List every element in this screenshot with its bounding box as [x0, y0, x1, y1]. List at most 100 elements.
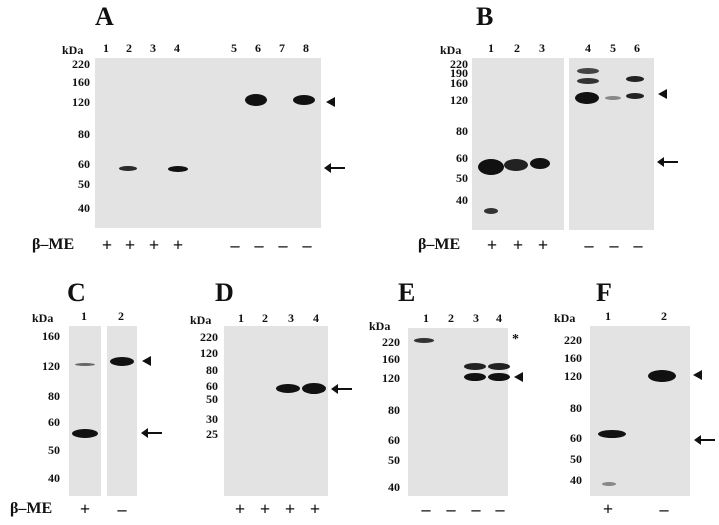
sign-f-1: +	[600, 500, 616, 518]
lane-label-a-3: 3	[146, 42, 160, 54]
kda-label-b: kDa	[440, 44, 461, 56]
band-b-lane3	[530, 158, 550, 169]
asterisk-e: *	[512, 332, 519, 348]
band-e-lane4-upper	[488, 363, 510, 370]
band-e-lane3-upper	[464, 363, 486, 370]
band-e-lane4	[488, 373, 510, 381]
lane-label-e-3: 3	[469, 312, 483, 324]
kda-label-f: kDa	[554, 312, 575, 324]
band-d-lane3	[276, 384, 300, 393]
band-e-lane3	[464, 373, 486, 381]
arrowhead-f	[693, 370, 702, 380]
mw-marker-c-60: 60	[30, 416, 60, 428]
panel-letter-c: C	[67, 280, 86, 306]
lane-label-b-4: 4	[581, 42, 595, 54]
lane-label-a-4: 4	[170, 42, 184, 54]
lane-label-a-5: 5	[227, 42, 241, 54]
band-a-lane2	[119, 166, 137, 171]
sign-a-1: +	[99, 236, 115, 254]
sign-d-4: +	[307, 500, 323, 518]
lane-label-b-6: 6	[630, 42, 644, 54]
sign-a-6: –	[251, 236, 267, 254]
mw-marker-f-40: 40	[552, 474, 582, 486]
sign-b-4: –	[581, 236, 597, 254]
sign-b-5: –	[606, 236, 622, 254]
sign-c-2: –	[114, 500, 130, 518]
blot-b-left	[472, 58, 564, 230]
lane-label-f-2: 2	[657, 310, 671, 322]
blot-f	[590, 326, 690, 496]
lane-label-c-1: 1	[77, 310, 91, 322]
panel-letter-b: B	[476, 4, 493, 30]
panel-letter-a: A	[95, 4, 114, 30]
band-b-lane4-upper2	[577, 78, 599, 84]
kda-label-d: kDa	[190, 314, 211, 326]
sign-d-2: +	[257, 500, 273, 518]
mw-marker-d-30: 30	[188, 413, 218, 425]
lane-label-d-2: 2	[258, 312, 272, 324]
mw-marker-c-50: 50	[30, 444, 60, 456]
band-c-lane2	[110, 357, 134, 366]
mw-marker-a-50: 50	[60, 178, 90, 190]
band-a-lane8	[293, 95, 315, 105]
mw-marker-a-80: 80	[60, 128, 90, 140]
lane-label-b-1: 1	[484, 42, 498, 54]
band-d-lane4	[302, 383, 326, 394]
sign-b-6: –	[630, 236, 646, 254]
lane-label-a-1: 1	[99, 42, 113, 54]
mw-marker-f-220: 220	[552, 334, 582, 346]
mw-marker-d-80: 80	[188, 364, 218, 376]
mw-marker-d-25: 25	[188, 428, 218, 440]
mw-marker-b-120: 120	[438, 94, 468, 106]
sign-e-4: –	[492, 500, 508, 518]
mw-marker-e-80: 80	[370, 404, 400, 416]
lane-label-f-1: 1	[601, 310, 615, 322]
sign-b-3: +	[535, 236, 551, 254]
mw-marker-c-80: 80	[30, 390, 60, 402]
lane-label-b-3: 3	[535, 42, 549, 54]
panel-letter-f: F	[596, 280, 612, 306]
arrowhead-c	[142, 356, 151, 366]
band-b-lane1-lower	[484, 208, 498, 214]
mw-marker-d-60: 60	[188, 380, 218, 392]
band-f-lane2	[648, 370, 676, 382]
panel-letter-e: E	[398, 280, 415, 306]
lane-label-a-8: 8	[299, 42, 313, 54]
band-b-lane6-upper	[626, 76, 644, 82]
arrowhead-b	[658, 89, 667, 99]
lane-label-d-1: 1	[234, 312, 248, 324]
mw-marker-c-120: 120	[30, 360, 60, 372]
mw-marker-a-60: 60	[60, 158, 90, 170]
mw-marker-b-160: 160	[438, 77, 468, 89]
band-f-lane1	[598, 430, 626, 438]
band-b-lane4	[575, 92, 599, 104]
band-b-lane5	[605, 96, 621, 100]
lane-label-d-3: 3	[284, 312, 298, 324]
mw-marker-f-120: 120	[552, 370, 582, 382]
sign-e-2: –	[443, 500, 459, 518]
lane-label-b-2: 2	[510, 42, 524, 54]
mw-marker-d-220: 220	[188, 331, 218, 343]
mw-marker-d-50: 50	[188, 393, 218, 405]
arrow-b	[662, 161, 678, 163]
sign-e-3: –	[468, 500, 484, 518]
mw-marker-a-120: 120	[60, 96, 90, 108]
sign-a-7: –	[275, 236, 291, 254]
lane-label-e-2: 2	[444, 312, 458, 324]
blot-a	[95, 58, 321, 228]
sign-a-4: +	[170, 236, 186, 254]
sign-a-2: +	[122, 236, 138, 254]
kda-label-e: kDa	[369, 320, 390, 332]
lane-label-c-2: 2	[114, 310, 128, 322]
mw-marker-d-120: 120	[188, 347, 218, 359]
kda-label-c: kDa	[32, 312, 53, 324]
mw-marker-f-160: 160	[552, 352, 582, 364]
band-b-lane6	[626, 93, 644, 99]
arrow-f	[699, 439, 715, 441]
mw-marker-a-220: 220	[60, 58, 90, 70]
band-e-lane1	[414, 338, 434, 343]
lane-label-a-6: 6	[251, 42, 265, 54]
mw-marker-b-60: 60	[438, 152, 468, 164]
mw-marker-f-80: 80	[552, 402, 582, 414]
mw-marker-b-50: 50	[438, 172, 468, 184]
